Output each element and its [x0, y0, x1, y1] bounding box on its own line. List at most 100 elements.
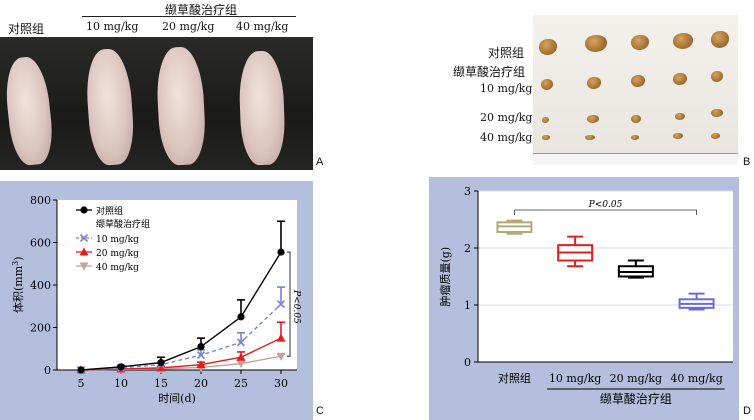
x-category-label: 对照组 [498, 371, 531, 385]
ruler [533, 153, 738, 165]
data-point [196, 360, 206, 369]
panel-b-row-control: 对照组 [488, 46, 525, 60]
x-category-label: 20 mg/kg [610, 372, 662, 385]
group-label: 缬草酸治疗组 [600, 391, 672, 406]
y-axis-label: 体积(mm3) [11, 256, 26, 313]
data-point [196, 351, 206, 360]
x-tick-label: 5 [78, 377, 85, 390]
panel-a-dose-10: 10 mg/kg [86, 20, 139, 33]
legend-label: 40 mg/kg [96, 263, 139, 273]
data-point-stroke [79, 233, 89, 243]
tumor [673, 73, 687, 85]
x-axis-label: 时间(d) [158, 392, 196, 405]
y-tick-label: 200 [30, 322, 51, 335]
data-point [79, 262, 89, 271]
panel-b-row-treatment: 缬草酸治疗组 [453, 65, 526, 79]
mouse-control [2, 55, 56, 167]
y-tick-label: 0 [44, 364, 51, 377]
tumor [673, 133, 683, 139]
data-point [79, 233, 89, 243]
x-tick-label: 10 [114, 377, 128, 390]
tumor [673, 33, 693, 49]
tumor [587, 115, 599, 123]
x-category-label: 40 mg/kg [670, 372, 722, 385]
data-point [157, 358, 165, 367]
panel-b-row-10: 10 mg/kg [480, 82, 533, 95]
y-tick-label: 800 [30, 194, 51, 207]
y-axis-label-sup: 3 [11, 261, 20, 266]
tumor [711, 71, 723, 82]
series-0 [77, 220, 285, 374]
significance-label: P<0.05 [588, 200, 623, 210]
tumor [675, 113, 685, 120]
x-tick-label: 25 [234, 377, 248, 390]
tumor [585, 135, 595, 140]
x-category-label: 10 mg/kg [549, 372, 601, 385]
y-tick-label: 1 [464, 299, 471, 312]
data-point [80, 206, 88, 214]
tumor [631, 115, 641, 123]
data-point [117, 363, 125, 371]
panel-a-control-label: 对照组 [8, 22, 45, 36]
panel-letter-b: B [743, 156, 751, 168]
legend-label: 10 mg/kg [96, 235, 139, 245]
data-point [277, 248, 285, 256]
panel-letter-c: C [316, 405, 324, 417]
tumor [542, 117, 549, 123]
data-point [77, 366, 85, 374]
box-2 [617, 259, 654, 279]
x-tick-label: 20 [194, 377, 208, 390]
mouse-10mgkg [84, 47, 136, 167]
data-point [236, 360, 246, 369]
panel-b-row-20: 20 mg/kg [480, 111, 533, 124]
tumor-volume-chart: 0 200 400 600 800 5 10 15 20 25 30 时间(d) 体积(mm3) 对照组缬… [11, 194, 302, 405]
y-axis-label-main: 体积(mm [11, 265, 25, 313]
x-tick-label: 15 [154, 377, 168, 390]
box-3 [678, 292, 715, 311]
data-point [236, 338, 246, 347]
tumor [587, 77, 601, 89]
data-point [237, 313, 245, 321]
tumor [541, 79, 553, 90]
legend-label: 20 mg/kg [96, 249, 139, 259]
tumor [542, 135, 550, 140]
data-point [276, 352, 286, 361]
y-tick-label: 400 [30, 279, 51, 292]
plot-area [478, 191, 733, 362]
box-0 [496, 219, 533, 235]
tumor [539, 39, 557, 55]
legend-label: 对照组 [96, 205, 123, 217]
tumor [711, 31, 729, 48]
data-point [276, 333, 286, 342]
tumor [631, 75, 645, 87]
data-point [197, 343, 205, 351]
y-tick-label: 3 [464, 185, 471, 198]
x-tick-label: 30 [274, 377, 288, 390]
y-tick-label: 0 [464, 356, 471, 369]
tumor [711, 109, 723, 117]
panel-b-row-40: 40 mg/kg [480, 131, 533, 144]
tumor-mass-chart: 0 1 2 3 肿瘤质量(g) 对照组 10 mg/kg 20 mg/kg 40 mg/kg P<… [438, 185, 733, 406]
data-point [156, 363, 166, 372]
panel-a-dose-40: 40 mg/kg [236, 20, 289, 33]
y-axis-label: 肿瘤质量(g) [438, 247, 452, 307]
series-line [80, 337, 282, 371]
box-1 [557, 235, 594, 268]
significance-label: P<0.05 [291, 289, 301, 324]
tumor [631, 135, 639, 140]
tumor [711, 133, 720, 139]
mouse-20mgkg [154, 45, 208, 167]
tumor [585, 35, 607, 52]
panel-a-dose-20: 20 mg/kg [162, 20, 215, 33]
y-tick-label: 600 [30, 237, 51, 250]
significance-bracket [514, 209, 697, 215]
data-point-stroke [196, 351, 206, 360]
series-line [80, 251, 282, 371]
mouse-40mgkg [238, 50, 286, 166]
panel-letter-d: D [743, 405, 751, 417]
data-point-stroke [236, 338, 246, 347]
tumors-photo [533, 15, 738, 165]
significance-bracket [287, 251, 291, 357]
y-tick-label: 2 [464, 242, 471, 255]
data-point-stroke [276, 300, 286, 309]
